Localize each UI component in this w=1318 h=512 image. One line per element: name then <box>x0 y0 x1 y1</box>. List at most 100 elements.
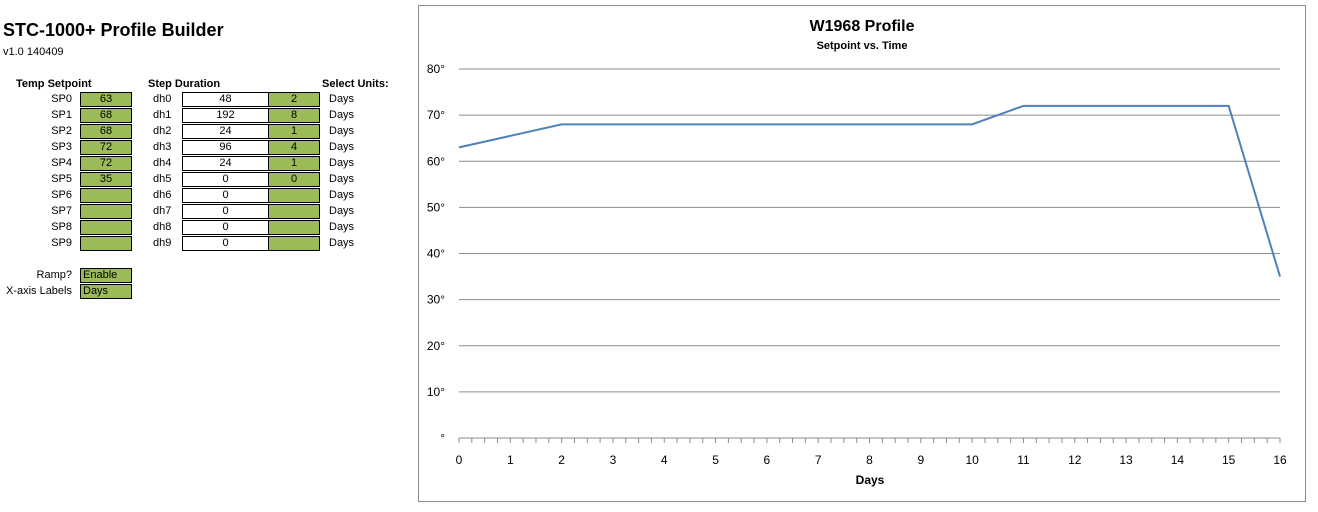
duration-label: dh6 <box>153 189 172 201</box>
setpoint-input[interactable] <box>80 188 132 203</box>
duration-hours-cell: 0 <box>182 220 269 235</box>
duration-count-input[interactable]: 1 <box>268 124 320 139</box>
y-tick-label: 70° <box>427 108 445 122</box>
y-axis-ticks: ° 10° 20° 30° 40° 50° 60° 70° 80° <box>427 62 445 445</box>
y-tick-label: 80° <box>427 62 445 76</box>
chart-subtitle: Setpoint vs. Time <box>817 40 908 52</box>
duration-label: dh9 <box>153 237 172 249</box>
setpoint-label: SP8 <box>51 221 72 233</box>
duration-count-input[interactable] <box>268 236 320 251</box>
setpoint-label: SP6 <box>51 189 72 201</box>
duration-label: dh1 <box>153 109 172 121</box>
setpoint-label: SP5 <box>51 173 72 185</box>
duration-label: dh5 <box>153 173 172 185</box>
duration-hours-cell: 24 <box>182 156 269 171</box>
profile-chart: W1968 Profile Setpoint vs. Time ° 10° 20° 3… <box>427 18 1287 487</box>
duration-label: dh0 <box>153 93 172 105</box>
duration-count-input[interactable] <box>268 204 320 219</box>
setpoint-input[interactable] <box>80 220 132 235</box>
setpoint-label: SP9 <box>51 237 72 249</box>
setpoint-input[interactable] <box>80 204 132 219</box>
chart-title: W1968 Profile <box>810 18 915 35</box>
xaxis-labels-label: X-axis Labels <box>5 285 72 297</box>
x-tick-label: 4 <box>661 453 668 467</box>
setpoint-label: SP0 <box>51 93 72 105</box>
duration-count-input[interactable]: 8 <box>268 108 320 123</box>
setpoint-input[interactable]: 68 <box>80 124 132 139</box>
x-tick-label: 12 <box>1068 453 1082 467</box>
y-tick-label: 20° <box>427 339 445 353</box>
x-axis-title: Days <box>856 473 885 487</box>
y-tick-label: 30° <box>427 293 445 307</box>
setpoint-label: SP3 <box>51 141 72 153</box>
unit-label: Days <box>329 141 355 153</box>
duration-count-input[interactable]: 1 <box>268 156 320 171</box>
setpoint-label: SP2 <box>51 125 72 137</box>
x-tick-label: 2 <box>558 453 565 467</box>
unit-label: Days <box>329 237 355 249</box>
x-tick-label: 15 <box>1222 453 1236 467</box>
chart-series <box>458 104 1281 277</box>
duration-hours-cell: 0 <box>182 188 269 203</box>
temp-setpoint-header: Temp Setpoint <box>16 78 92 90</box>
duration-hours-cell: 0 <box>182 236 269 251</box>
duration-hours-cell: 24 <box>182 124 269 139</box>
xaxis-labels-select[interactable]: Days <box>80 284 132 299</box>
duration-hours-cell: 48 <box>182 92 269 107</box>
duration-count-input[interactable] <box>268 220 320 235</box>
setpoint-label: SP4 <box>51 157 72 169</box>
unit-label: Days <box>329 109 355 121</box>
duration-label: dh2 <box>153 125 172 137</box>
setpoint-label: SP1 <box>51 109 72 121</box>
setpoint-input[interactable]: 63 <box>80 92 132 107</box>
setpoint-label: SP7 <box>51 205 72 217</box>
duration-count-input[interactable]: 2 <box>268 92 320 107</box>
chart-container: W1968 Profile Setpoint vs. Time ° 10° 20° 3… <box>418 5 1306 502</box>
duration-label: dh8 <box>153 221 172 233</box>
unit-label: Days <box>329 125 355 137</box>
select-units-header: Select Units: <box>322 78 389 90</box>
unit-label: Days <box>329 189 355 201</box>
setpoint-input[interactable]: 72 <box>80 156 132 171</box>
x-tick-label: 14 <box>1171 453 1185 467</box>
setpoint-input[interactable]: 72 <box>80 140 132 155</box>
x-tick-label: 7 <box>815 453 822 467</box>
unit-label: Days <box>329 221 355 233</box>
version-label: v1.0 140409 <box>3 46 64 58</box>
duration-count-input[interactable] <box>268 188 320 203</box>
duration-count-input[interactable]: 0 <box>268 172 320 187</box>
y-tick-label: 10° <box>427 385 445 399</box>
step-duration-header: Step Duration <box>148 78 221 90</box>
x-axis-ticks: 0 1 2 3 4 5 6 7 8 9 10 11 12 13 14 15 16 <box>456 438 1287 467</box>
ramp-select[interactable]: Enable <box>80 268 132 283</box>
duration-hours-cell: 96 <box>182 140 269 155</box>
x-tick-label: 5 <box>712 453 719 467</box>
x-tick-label: 3 <box>610 453 617 467</box>
unit-label: Days <box>329 173 355 185</box>
ramp-label: Ramp? <box>36 269 72 281</box>
duration-label: dh3 <box>153 141 172 153</box>
duration-hours-cell: 192 <box>182 108 269 123</box>
unit-label: Days <box>329 93 355 105</box>
duration-label: dh4 <box>153 157 172 169</box>
setpoint-input[interactable] <box>80 236 132 251</box>
unit-label: Days <box>329 205 355 217</box>
y-tick-label: 60° <box>427 154 445 168</box>
unit-label: Days <box>329 157 355 169</box>
x-tick-label: 13 <box>1119 453 1133 467</box>
setpoint-input[interactable]: 35 <box>80 172 132 187</box>
y-tick-label: 40° <box>427 247 445 261</box>
x-tick-label: 10 <box>965 453 979 467</box>
chart-gridlines <box>459 68 1280 439</box>
duration-count-input[interactable]: 4 <box>268 140 320 155</box>
y-tick-label: 50° <box>427 200 445 214</box>
x-tick-label: 8 <box>866 453 873 467</box>
setpoint-input[interactable]: 68 <box>80 108 132 123</box>
y-tick-label: ° <box>440 431 445 445</box>
x-tick-label: 6 <box>764 453 771 467</box>
duration-hours-cell: 0 <box>182 204 269 219</box>
x-tick-label: 11 <box>1017 453 1030 467</box>
app-title: STC-1000+ Profile Builder <box>3 20 224 40</box>
x-tick-label: 9 <box>917 453 924 467</box>
series-line <box>458 104 1281 277</box>
